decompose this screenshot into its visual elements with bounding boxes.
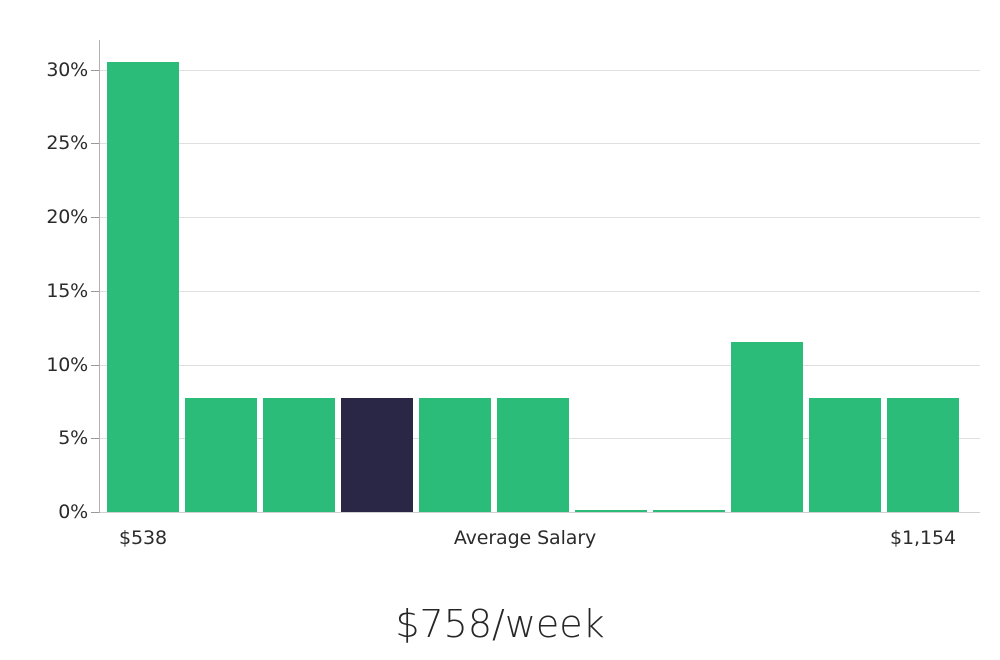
y-tick-mark <box>91 70 99 71</box>
bar-9[interactable] <box>809 398 881 512</box>
bar-3-highlighted[interactable] <box>341 398 413 512</box>
y-tick-label: 0% <box>58 501 88 523</box>
y-tick-label: 15% <box>46 280 88 302</box>
y-tick-mark <box>91 143 99 144</box>
caption-text: $758/week <box>395 602 605 646</box>
x-axis-label-center: Average Salary <box>453 527 597 549</box>
y-tick-mark <box>91 217 99 218</box>
plot-area <box>99 40 979 512</box>
bar-4[interactable] <box>419 398 491 512</box>
bar-0[interactable] <box>107 62 179 512</box>
x-axis-label-end: $1,154 <box>890 527 956 549</box>
y-tick-label: 20% <box>46 206 88 228</box>
gridline-15 <box>99 291 980 292</box>
y-tick-label: 10% <box>46 354 88 376</box>
bar-10[interactable] <box>887 398 959 512</box>
bar-5[interactable] <box>497 398 569 512</box>
y-tick-mark <box>91 365 99 366</box>
bar-6[interactable] <box>575 510 647 512</box>
bar-1[interactable] <box>185 398 257 512</box>
bar-7[interactable] <box>653 510 725 512</box>
bar-8[interactable] <box>731 342 803 512</box>
y-tick-label: 25% <box>46 132 88 154</box>
y-axis-spine <box>99 40 100 513</box>
y-tick-mark <box>91 438 99 439</box>
gridline-30 <box>99 70 980 71</box>
x-axis-label-start: $538 <box>119 527 167 549</box>
gridline-25 <box>99 143 980 144</box>
y-tick-mark <box>91 291 99 292</box>
bar-2[interactable] <box>263 398 335 512</box>
y-tick-label: 5% <box>58 427 88 449</box>
gridline-10 <box>99 365 980 366</box>
y-tick-mark <box>91 512 99 513</box>
y-tick-label: 30% <box>46 59 88 81</box>
gridline-0 <box>99 512 980 513</box>
gridline-20 <box>99 217 980 218</box>
